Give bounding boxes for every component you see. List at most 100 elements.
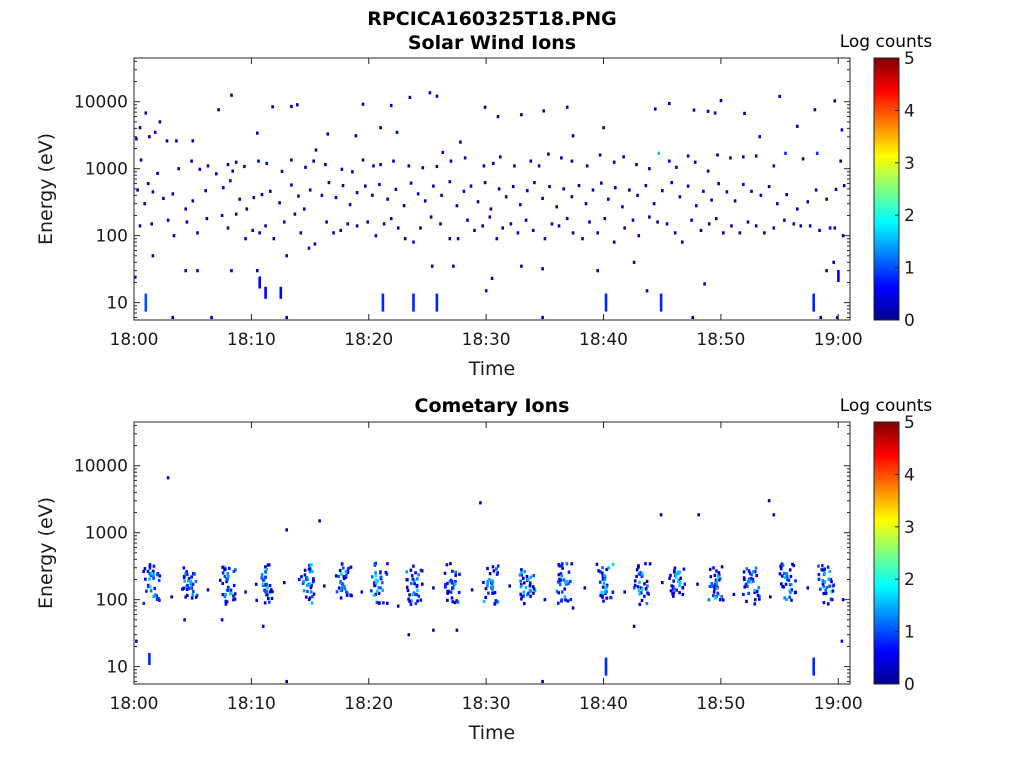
cometary-burst-pixel [750, 577, 753, 581]
cometary-burst-pixel [225, 580, 228, 584]
cometary-pixel [432, 628, 435, 632]
solar-wind-pixel [260, 193, 264, 197]
cometary-x-tick-label: 18:40 [579, 694, 628, 714]
solar-wind-pixel [555, 205, 558, 209]
cometary-burst-pixel [830, 590, 833, 594]
solar-wind-pixel [497, 187, 501, 191]
cometary-burst-pixel [411, 593, 415, 597]
solar-wind-pixel [598, 153, 602, 157]
solar-wind-pixel [429, 215, 433, 219]
cometary-burst-pixel [183, 579, 186, 583]
solar-wind-pixel [690, 218, 693, 222]
solar-wind-pixel [560, 156, 563, 160]
cometary-burst-pixel [720, 565, 724, 569]
cometary-colorbar-tick-label: 3 [904, 518, 915, 538]
solar-wind-x-tick-label: 19:00 [814, 330, 863, 350]
cometary-burst-pixel [374, 578, 378, 582]
cometary-pixel [623, 590, 626, 594]
cometary-pixel [604, 657, 608, 676]
cometary-burst-pixel [414, 602, 418, 606]
cometary-burst-pixel [792, 564, 796, 568]
solar-wind-pixel [607, 197, 610, 201]
cometary-burst-pixel [486, 579, 489, 583]
solar-wind-pixel [808, 224, 812, 228]
cometary-burst-pixel [527, 591, 530, 595]
solar-wind-pixel [290, 158, 293, 162]
solar-wind-pixel [548, 185, 551, 189]
solar-wind-pixel [334, 196, 338, 200]
cometary-burst-pixel [376, 579, 379, 583]
cometary-x-tick-label: 18:30 [462, 694, 511, 714]
solar-wind-pixel [496, 115, 500, 119]
cometary-burst-pixel [747, 591, 750, 595]
cometary-burst-pixel [233, 597, 237, 601]
solar-wind-pixel [402, 204, 406, 208]
solar-wind-pixel [612, 160, 616, 164]
cometary-burst-pixel [149, 585, 152, 589]
solar-wind-pixel [448, 180, 452, 184]
cometary-burst-pixel [636, 585, 640, 589]
cometary-burst-pixel [746, 584, 749, 588]
cometary-burst-pixel [482, 599, 486, 603]
cometary-burst-pixel [715, 582, 719, 586]
cometary-burst-pixel [670, 584, 674, 588]
cometary-burst-pixel [310, 584, 313, 588]
cometary-burst-pixel [753, 588, 756, 593]
solar-wind-pixel [675, 165, 678, 169]
cometary-burst-pixel [416, 599, 419, 603]
cometary-burst-pixel [158, 574, 162, 578]
solar-wind-pixel [652, 202, 656, 206]
solar-wind-pixel [763, 231, 766, 235]
cometary-burst-pixel [832, 583, 836, 587]
cometary-burst-pixel [681, 586, 685, 590]
cometary-burst-pixel [266, 586, 269, 590]
solar-wind-pixel [706, 109, 710, 113]
cometary-burst-pixel [228, 566, 231, 570]
cometary-burst-pixel [826, 602, 830, 606]
cometary-burst-pixel [226, 572, 229, 576]
cometary-colorbar [873, 421, 900, 685]
solar-wind-pixel [146, 182, 150, 186]
cometary-burst-pixel [753, 590, 756, 594]
cometary-burst-pixel [520, 595, 524, 599]
cometary-burst-pixel [529, 589, 532, 593]
cometary-burst-pixel [482, 580, 485, 585]
solar-wind-pixel [313, 242, 317, 246]
solar-wind-pixel [355, 224, 359, 228]
solar-wind-pixel [825, 269, 828, 273]
cometary-burst-pixel [645, 601, 649, 606]
cometary-burst-pixel [672, 585, 675, 589]
cometary-burst-pixel [226, 588, 230, 592]
solar-wind-pixel [509, 222, 513, 226]
solar-wind-pixel [340, 167, 344, 171]
solar-wind-y-tick-label: 1000 [85, 160, 128, 180]
cometary-burst-pixel [484, 587, 488, 591]
cometary-burst-pixel [491, 565, 495, 569]
cometary-burst-pixel [262, 578, 266, 582]
cometary-burst-pixel [153, 586, 156, 590]
cometary-burst-pixel [790, 598, 793, 602]
cometary-burst-pixel [264, 565, 267, 569]
cometary-colorbar-tick-label: 2 [904, 570, 915, 590]
cometary-y-ticks: 10 100 1000 10000 [74, 424, 850, 682]
cometary-burst-pixel [229, 588, 233, 592]
solar-wind-pixel [681, 240, 684, 244]
cometary-burst-pixel [342, 575, 346, 579]
cometary-burst-pixel [682, 567, 686, 571]
solar-wind-colorbar-tick-label: 1 [904, 259, 915, 279]
cometary-burst-pixel [186, 573, 189, 577]
cometary-burst-pixel [263, 583, 266, 587]
cometary-burst-pixel [267, 596, 270, 601]
cometary-burst-pixel [558, 583, 562, 587]
solar-wind-pixel [244, 237, 247, 241]
cometary-burst-pixel [823, 571, 826, 575]
cometary-burst-pixel [605, 596, 609, 600]
solar-wind-pixel [603, 217, 607, 221]
cometary-burst-pixel [820, 568, 824, 572]
solar-wind-pixel [537, 164, 541, 168]
cometary-burst-pixel [707, 598, 711, 602]
solar-wind-pixel [243, 164, 246, 169]
solar-wind-pixel [840, 128, 844, 132]
cometary-burst-pixel [529, 594, 532, 598]
cometary-burst-pixel [708, 584, 712, 589]
